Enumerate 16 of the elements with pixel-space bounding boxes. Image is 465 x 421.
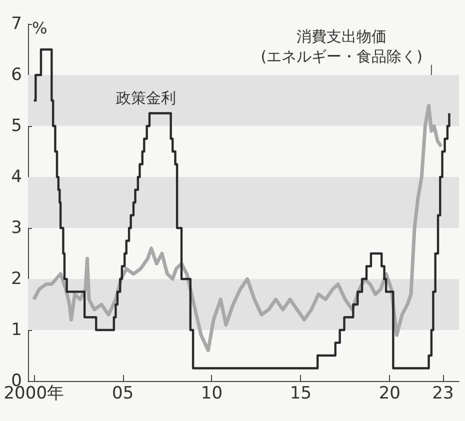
x-tick-label: 05 <box>112 384 134 404</box>
text: 消費支出物価 (エネルギー・食品除く) <box>260 28 422 66</box>
y-tick-label: 5 <box>11 116 22 136</box>
y-tick-label: 3 <box>11 218 22 238</box>
y-tick-label: 2 <box>11 269 22 289</box>
y-tick-label: 6 <box>11 65 22 85</box>
series-label: 政策金利 <box>116 88 176 107</box>
y-tick-label: 7 <box>11 14 22 34</box>
y-tick-label: 1 <box>11 320 22 340</box>
x-tick-label: 15 <box>290 384 312 404</box>
y-tick-label: 4 <box>11 167 22 187</box>
x-tick-label: 20 <box>378 384 400 404</box>
y-axis-title: % <box>32 18 48 38</box>
x-tick-label: 23 <box>432 384 454 404</box>
line-series <box>32 104 443 352</box>
x-tick-label: 10 <box>200 384 223 404</box>
